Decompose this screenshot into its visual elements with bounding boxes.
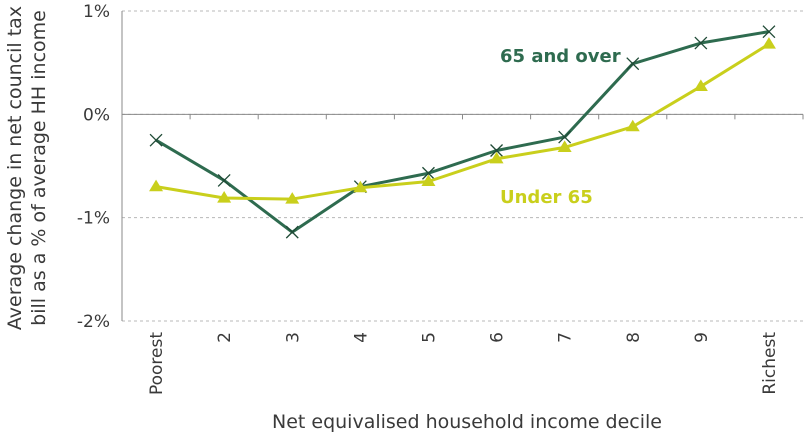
data-point-65-and-over-2 (217, 174, 231, 187)
series-line-under-65 (155, 42, 770, 201)
x-tick-label-5: 5 (419, 332, 439, 343)
x-tick-label-richest: Richest (760, 332, 780, 395)
y-axis: 1% 0% -1% -2% (77, 2, 123, 332)
series-under-65 (149, 37, 776, 204)
series-layer (149, 25, 776, 239)
y-tick-label: -2% (77, 312, 110, 332)
x-axis-title: Net equivalised household income decile (272, 411, 662, 433)
y-tick-label: 0% (83, 105, 110, 125)
data-point-65-and-over-3 (285, 225, 299, 239)
x-tick-label-6: 6 (488, 332, 508, 343)
x-tick-label-poorest: Poorest (147, 332, 167, 395)
y-axis-title-line-2: bill as a % of average HH income (28, 10, 50, 326)
data-point-under-65-6 (489, 151, 504, 164)
data-point-under-65-richest (761, 37, 776, 49)
data-point-under-65-9 (693, 79, 708, 91)
data-point-under-65-7 (557, 140, 572, 152)
y-tick-label: -1% (77, 209, 110, 229)
series-label-under-65: Under 65 (500, 187, 593, 208)
x-tick-label-9: 9 (692, 332, 712, 343)
x-tick-label-7: 7 (556, 332, 576, 343)
data-point-under-65-8 (625, 119, 640, 132)
gridlines (122, 10, 803, 322)
series-label-65-and-over: 65 and over (500, 46, 621, 67)
data-point-65-and-over-9 (694, 36, 708, 50)
data-point-under-65-4 (353, 180, 368, 193)
data-point-65-and-over-richest (762, 25, 776, 39)
data-point-under-65-2 (217, 191, 232, 203)
x-tick-label-3: 3 (283, 332, 303, 343)
data-point-65-and-over-poorest (149, 133, 163, 147)
series-line-65-and-over (155, 30, 770, 234)
data-point-65-and-over-7 (558, 130, 572, 144)
x-tick-label-8: 8 (624, 332, 644, 343)
x-tick-label-4: 4 (351, 332, 371, 343)
data-point-under-65-5 (421, 174, 436, 187)
y-axis-title-line-1: Average change in net council tax (4, 6, 26, 330)
y-tick-label: 1% (83, 2, 110, 22)
data-point-65-and-over-5 (421, 166, 435, 180)
data-point-65-and-over-6 (490, 144, 504, 157)
series-65-and-over (149, 25, 776, 239)
data-point-under-65-poorest (149, 179, 164, 192)
x-axis: Poorest 2 3 4 5 6 7 8 9 Richest (121, 113, 804, 395)
data-point-65-and-over-8 (626, 57, 640, 71)
data-point-under-65-3 (285, 192, 300, 204)
series-labels: 65 and over Under 65 (500, 46, 621, 208)
x-tick-label-2: 2 (215, 332, 235, 343)
